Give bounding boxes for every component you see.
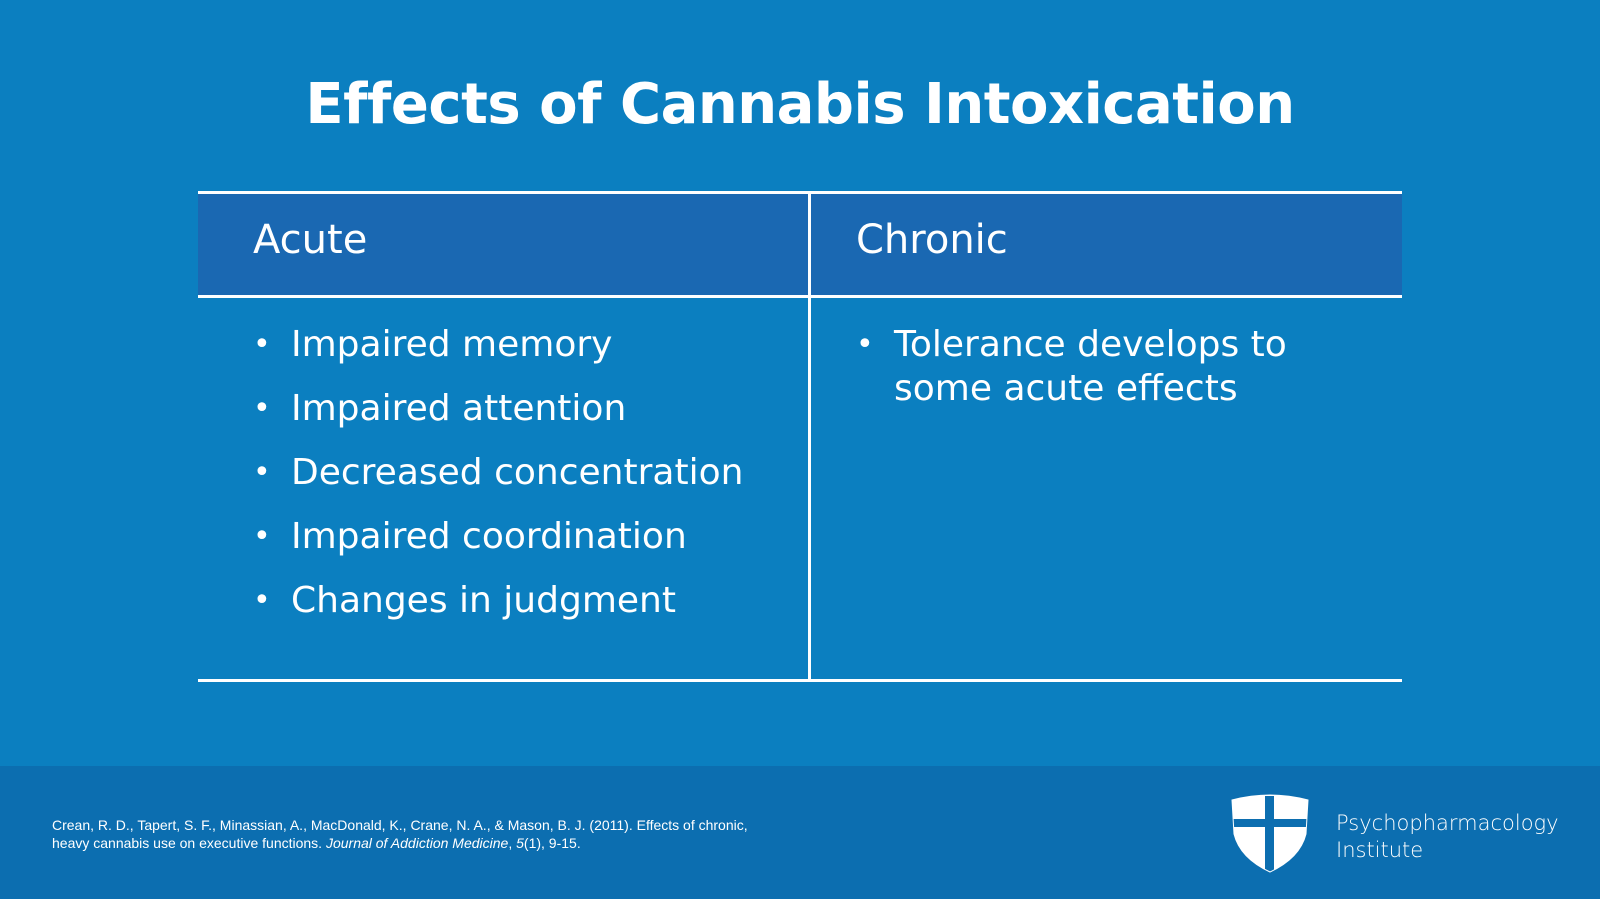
list-item-text: Impaired attention xyxy=(291,388,627,429)
table-bottom-rule xyxy=(198,679,1402,682)
list-item: • Tolerance develops to some acute effect… xyxy=(856,323,1326,411)
effects-table: Acute Chronic • Impaired memory • Impaired… xyxy=(198,191,1402,682)
citation-volume: 5 xyxy=(516,835,524,851)
brand-name: Psychopharmacology Institute xyxy=(1336,810,1559,864)
citation-separator: , xyxy=(508,835,517,851)
bullet-icon: • xyxy=(856,327,874,362)
list-item: • Impaired coordination xyxy=(253,515,793,559)
table-header-band xyxy=(198,194,1402,295)
brand-line-1: Psychopharmacology xyxy=(1336,811,1559,835)
bullet-icon: • xyxy=(253,391,271,426)
brand-line-2: Institute xyxy=(1336,838,1424,862)
citation: Crean, R. D., Tapert, S. F., Minassian, … xyxy=(52,816,772,852)
acute-effects-list: • Impaired memory • Impaired attention • De… xyxy=(253,323,793,643)
column-heading-acute: Acute xyxy=(253,217,368,263)
list-item-text: Tolerance develops to some acute effects xyxy=(894,324,1287,409)
table-top-rule xyxy=(198,191,1402,194)
list-item: • Impaired memory xyxy=(253,323,793,367)
list-item-text: Impaired memory xyxy=(291,324,613,365)
bullet-icon: • xyxy=(253,455,271,490)
list-item-text: Decreased concentration xyxy=(291,452,744,493)
chronic-effects-list: • Tolerance develops to some acute effect… xyxy=(856,323,1326,431)
footer-band: Crean, R. D., Tapert, S. F., Minassian, … xyxy=(0,766,1600,899)
bullet-icon: • xyxy=(253,583,271,618)
list-item-text: Changes in judgment xyxy=(291,580,676,621)
column-heading-chronic: Chronic xyxy=(856,217,1008,263)
list-item: • Decreased concentration xyxy=(253,451,793,495)
table-header-rule xyxy=(198,295,1402,298)
table-column-divider xyxy=(808,191,811,682)
bullet-icon: • xyxy=(253,327,271,362)
shield-cross-icon xyxy=(1231,794,1309,873)
list-item: • Impaired attention xyxy=(253,387,793,431)
citation-pages: (1), 9-15. xyxy=(523,835,581,851)
citation-text: Crean, R. D., Tapert, S. F., Minassian, … xyxy=(52,817,748,851)
list-item-text: Impaired coordination xyxy=(291,516,687,557)
list-item: • Changes in judgment xyxy=(253,579,793,623)
slide-title: Effects of Cannabis Intoxication xyxy=(305,72,1295,137)
bullet-icon: • xyxy=(253,519,271,554)
citation-journal: Journal of Addiction Medicine xyxy=(325,835,509,851)
